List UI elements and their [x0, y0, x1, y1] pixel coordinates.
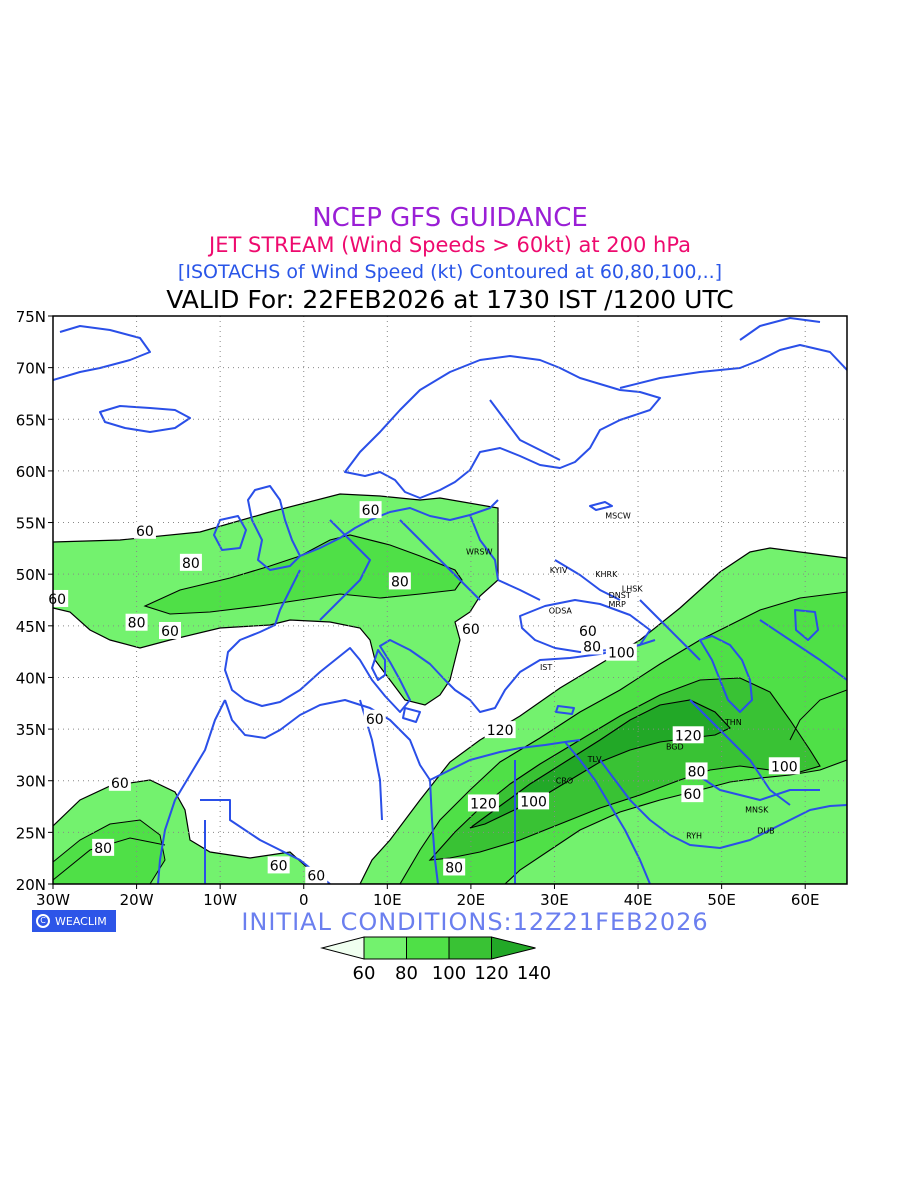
contour-label-text: 80 — [688, 764, 706, 780]
legend-swatch — [407, 937, 450, 959]
contour-label: 80 — [389, 572, 411, 590]
contour-label: 100 — [606, 644, 637, 662]
contour-label-text: 80 — [445, 860, 463, 876]
city-label: ODSA — [549, 606, 573, 615]
contour-label: 80 — [92, 839, 114, 857]
contour-label: 80 — [443, 858, 465, 876]
lon-tick-label: 60E — [791, 891, 820, 909]
lat-tick-label: 45N — [16, 618, 46, 636]
contour-label-text: 60 — [462, 622, 480, 638]
contour-label: 60 — [109, 774, 131, 792]
city-label: RYH — [686, 831, 702, 840]
contour-label-text: 60 — [362, 503, 380, 519]
contour-label-text: 60 — [307, 869, 325, 885]
lat-tick-label: 60N — [16, 463, 46, 481]
contour-label-text: 100 — [608, 646, 635, 662]
legend-swatch — [364, 937, 407, 959]
contour-label-text: 80 — [128, 616, 146, 632]
contour-label-text: 80 — [583, 639, 601, 655]
contour-label-text: 60 — [161, 624, 179, 640]
lon-tick-label: 50E — [707, 891, 736, 909]
lat-tick-label: 35N — [16, 721, 46, 739]
contour-label-text: 80 — [391, 574, 409, 590]
lon-tick-label: 30W — [36, 891, 70, 909]
city-label: IST — [540, 663, 552, 672]
legend-arrow-right — [492, 937, 536, 959]
lat-tick-label: 25N — [16, 824, 46, 842]
contour-label: 60 — [364, 710, 386, 728]
legend-swatch — [449, 937, 492, 959]
lat-tick-label: 40N — [16, 669, 46, 687]
contour-label-text: 100 — [771, 759, 798, 775]
city-label: CRO — [556, 777, 573, 786]
contour-label-text: 120 — [470, 796, 497, 812]
lat-tick-label: 70N — [16, 360, 46, 378]
city-label: KYIV — [550, 566, 568, 575]
city-label: MSCW — [605, 511, 631, 520]
lon-tick-label: 10E — [373, 891, 402, 909]
city-label: DUB — [757, 826, 775, 835]
contour-label-text: 60 — [270, 858, 288, 874]
city-label: THN — [724, 718, 742, 727]
contour-label: 80 — [180, 554, 202, 572]
initial-conditions: INITIAL CONDITIONS:12Z21FEB2026 — [0, 908, 900, 936]
lat-tick-label: 50N — [16, 566, 46, 584]
lat-tick-label: 55N — [16, 515, 46, 533]
contour-label: 120 — [468, 794, 499, 812]
contour-label: 120 — [673, 726, 704, 744]
contour-label: 60 — [268, 856, 290, 874]
contour-label: 120 — [485, 721, 516, 739]
lon-tick-label: 30E — [540, 891, 569, 909]
lon-tick-label: 20E — [457, 891, 486, 909]
contour-label: 60 — [305, 867, 327, 885]
contour-label: 60 — [134, 522, 156, 540]
contour-label: 80 — [686, 762, 708, 780]
wind-speed-shading — [53, 494, 847, 884]
contour-label: 80 — [581, 637, 603, 655]
contour-label-text: 60 — [111, 776, 129, 792]
lon-tick-label: 40E — [624, 891, 653, 909]
legend-label: 100 — [432, 963, 466, 984]
contour-label-text: 60 — [366, 712, 384, 728]
lat-tick-label: 65N — [16, 411, 46, 429]
lat-tick-label: 75N — [16, 308, 46, 326]
contour-label: 60 — [46, 590, 68, 608]
contour-label: 80 — [126, 614, 148, 632]
contour-label-text: 80 — [94, 841, 112, 857]
legend-label: 60 — [353, 963, 376, 984]
legend-label: 120 — [474, 963, 508, 984]
legend-label: 140 — [517, 963, 551, 984]
contour-label-text: 60 — [683, 787, 701, 803]
contour-label: 60 — [681, 785, 703, 803]
contour-label: 60 — [159, 622, 181, 640]
city-label: TLV — [587, 755, 602, 764]
contour-label-text: 60 — [136, 524, 154, 540]
lon-tick-label: 10W — [203, 891, 237, 909]
city-label: MRP — [609, 600, 626, 609]
contour-label: 60 — [577, 622, 599, 640]
city-label: BGD — [666, 743, 684, 752]
contour-label-text: 80 — [182, 556, 200, 572]
city-label: DNST — [609, 591, 631, 600]
contour-label-text: 100 — [520, 794, 547, 810]
legend-label: 80 — [395, 963, 418, 984]
legend-arrow-left — [322, 937, 364, 959]
lon-tick-label: 0 — [299, 891, 309, 909]
contour-label-text: 60 — [48, 592, 66, 608]
city-label: KHRK — [595, 570, 618, 579]
contour-label: 60 — [360, 501, 382, 519]
lon-tick-label: 20W — [120, 891, 154, 909]
contour-label: 60 — [460, 620, 482, 638]
city-label: WRSW — [466, 547, 493, 556]
contour-label: 100 — [518, 792, 549, 810]
city-label: MNSK — [745, 806, 769, 815]
contour-label-text: 120 — [487, 723, 514, 739]
lat-tick-label: 30N — [16, 773, 46, 791]
color-legend: 60 80 100 120 140 — [322, 937, 551, 984]
contour-label: 100 — [769, 757, 800, 775]
